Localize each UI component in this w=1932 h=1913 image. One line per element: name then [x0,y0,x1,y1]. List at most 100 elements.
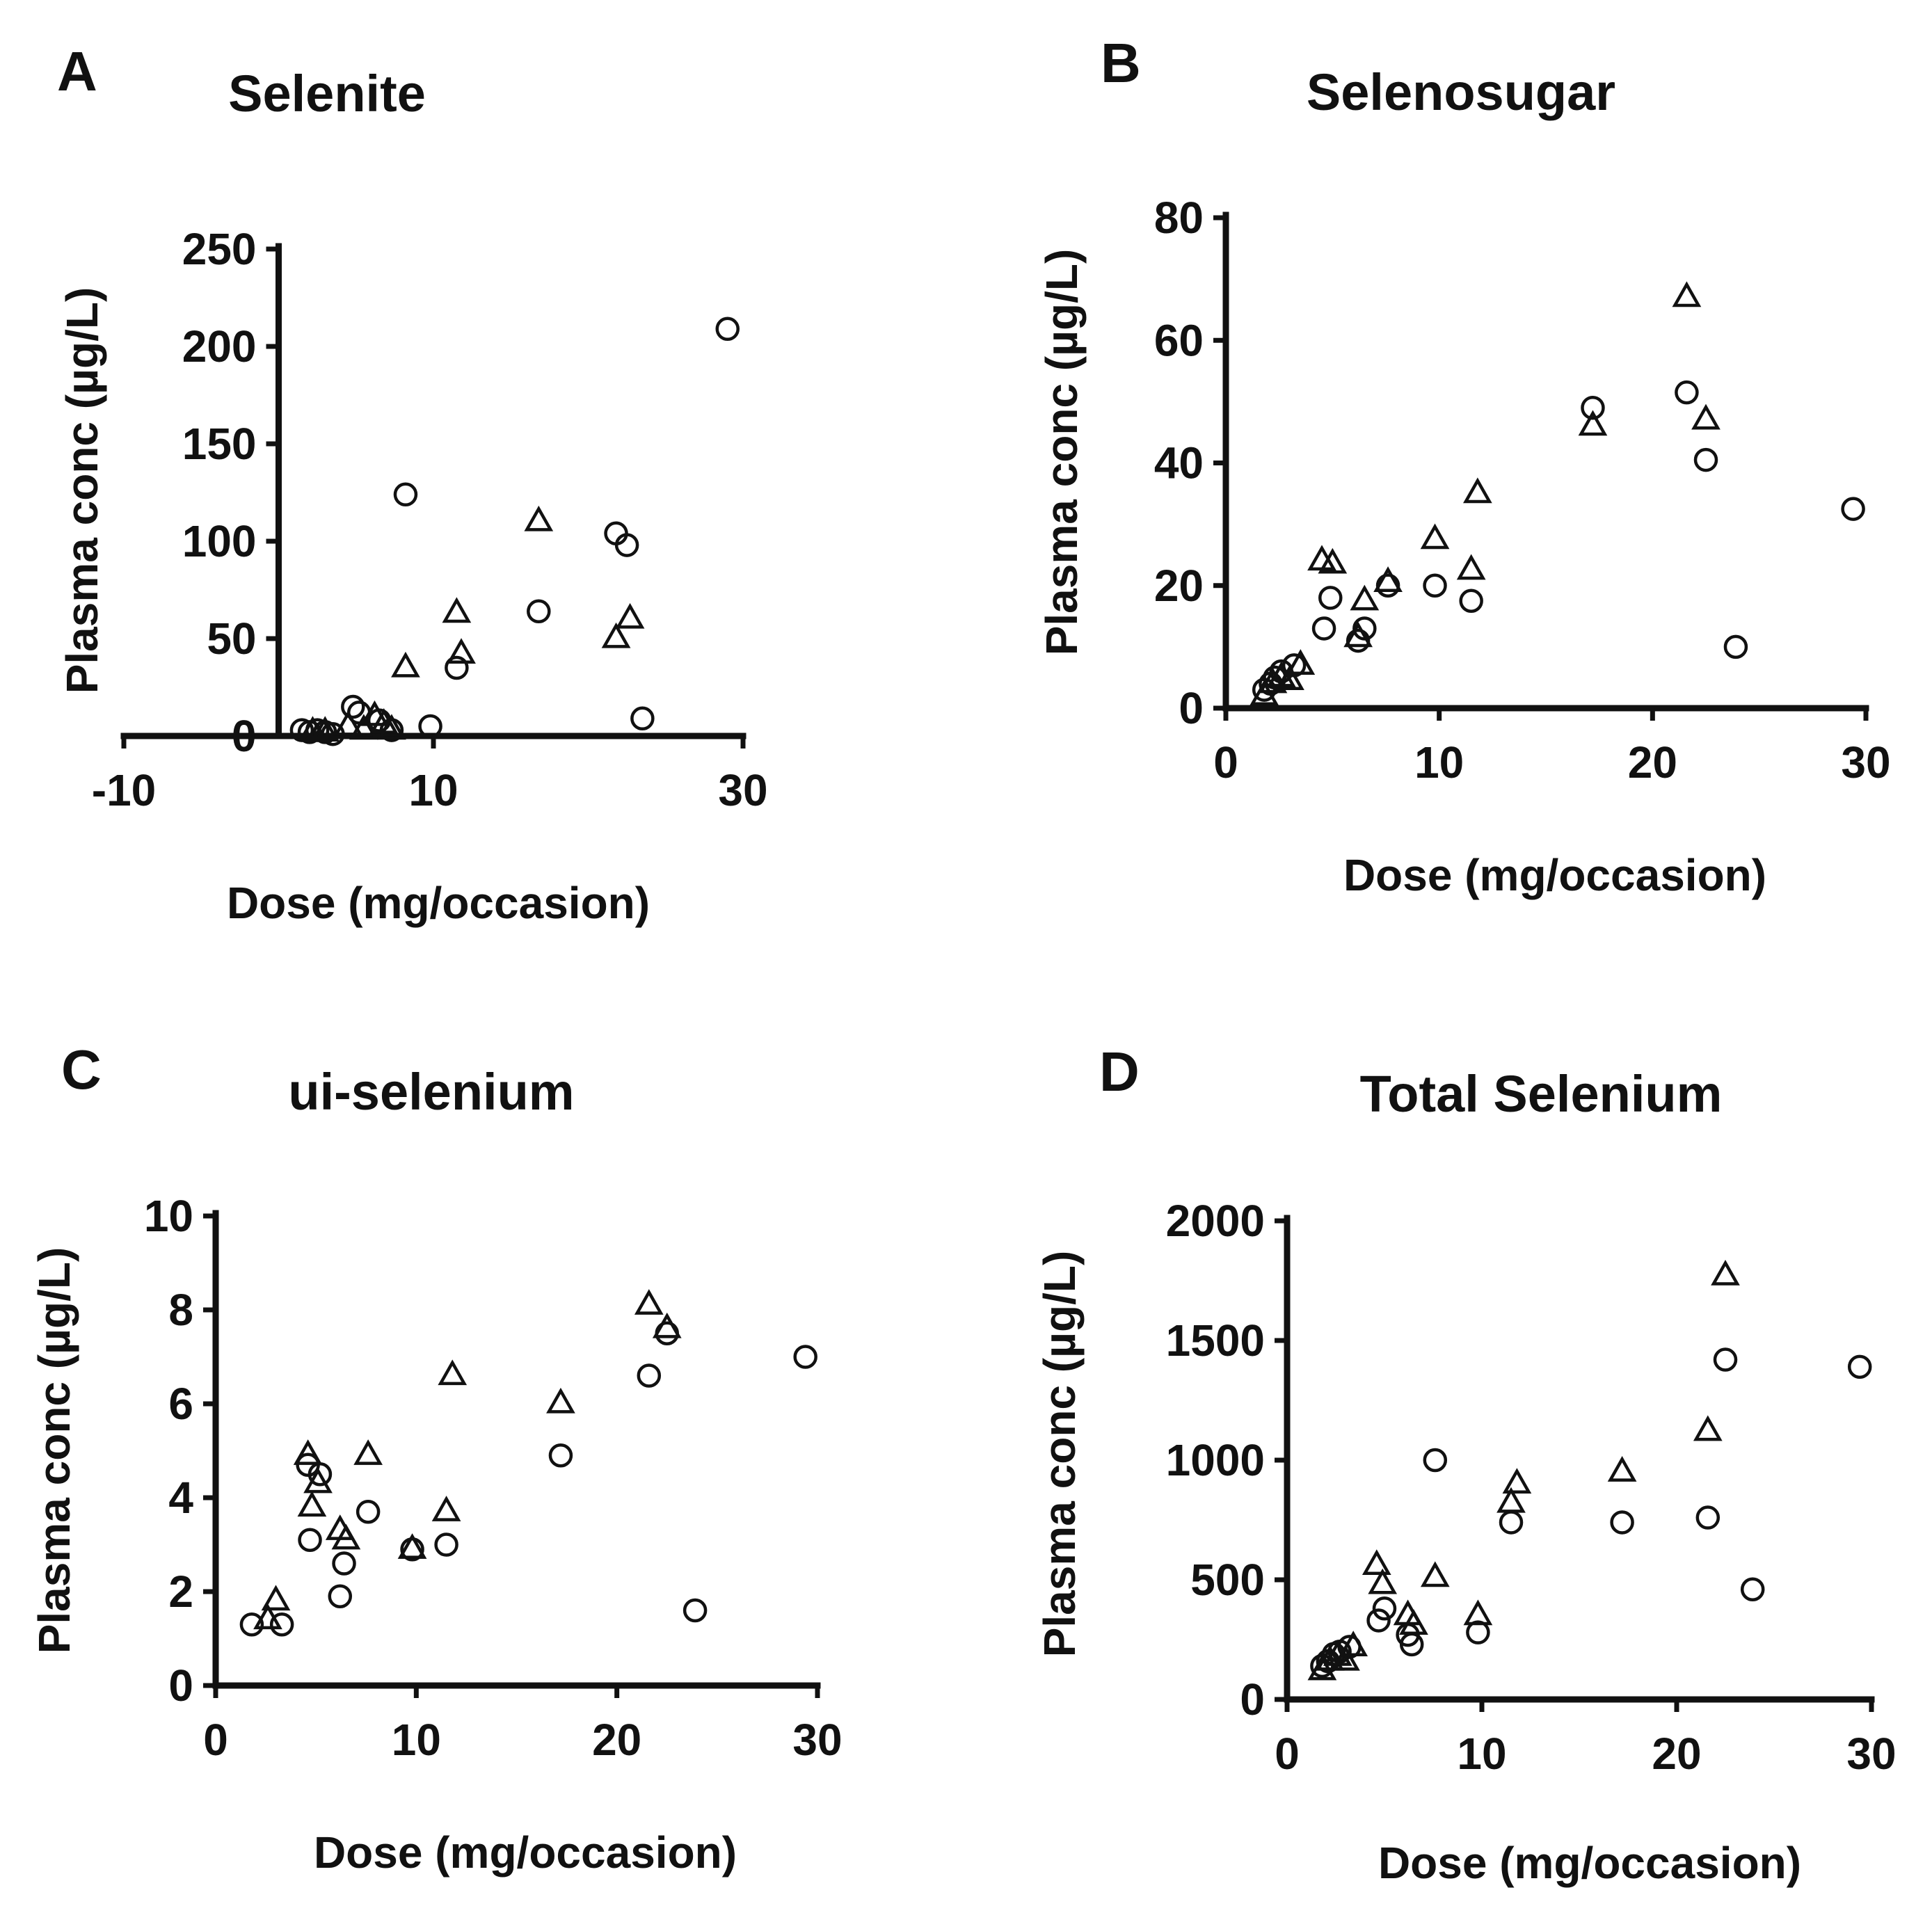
triangle-point-a [447,638,476,664]
x-tick-label-c: 30 [792,1715,842,1765]
x-axis-title-a: Dose (mg/occasion) [227,878,650,928]
plot-area-b: 0 10 20 30 0 20 40 60 80 [1154,193,1891,787]
circle-point-c [682,1598,708,1623]
y-tick-label-a: 0 [232,711,257,761]
circle-point-c [239,1612,264,1637]
panel-b: B Selenosugar 0 10 20 30 0 20 40 60 80 Dose (mg/… [1037,32,1891,900]
panel-c: C ui-selenium 0 10 20 30 0 2 4 6 8 10 Dose (mg/oc… [29,1039,843,1878]
y-tick-label-c: 6 [168,1379,193,1429]
circle-point-a [393,482,418,507]
triangle-point-d [1607,1456,1637,1482]
triangle-point-c [293,1439,323,1465]
y-tick-label-d: 0 [1240,1674,1265,1724]
circle-point-a [445,655,469,680]
circle-point-c [269,1612,294,1637]
circle-point-a [341,694,365,719]
x-axis-title-d: Dose (mg/occasion) [1378,1838,1801,1888]
triangle-point-a [601,622,631,648]
panel-d: D Total Selenium 0 10 20 30 0 500 1000 1500 2000… [1035,1041,1897,1888]
x-tick-label-b: 10 [1414,737,1464,787]
circle-point-c [434,1532,458,1557]
panel-letter-a: A [57,40,97,102]
triangle-point-b [1691,403,1721,430]
x-tick-label-a: 30 [718,765,767,815]
triangle-point-b [1373,566,1403,592]
y-tick-label-a: 100 [182,516,257,566]
circle-point-d [1466,1620,1490,1644]
x-tick-label-d: 10 [1457,1729,1506,1779]
x-axis-title-b: Dose (mg/occasion) [1343,850,1766,900]
x-tick-label-d: 30 [1846,1729,1896,1779]
y-tick-label-c: 2 [168,1567,193,1617]
triangle-point-c [438,1359,468,1386]
y-tick-label-d: 1500 [1166,1315,1265,1366]
triangle-point-c [331,1523,361,1550]
triangle-point-d [1502,1468,1532,1494]
circle-point-d [1847,1354,1872,1379]
triangle-point-c [261,1585,291,1611]
triangle-point-c [431,1496,461,1521]
circle-point-c [298,1528,322,1552]
triangle-point-b [1672,281,1702,307]
y-tick-label-c: 8 [168,1285,193,1335]
triangle-point-c [303,1467,333,1494]
triangle-point-d [1315,1644,1345,1671]
triangle-point-d [1399,1609,1428,1635]
circle-point-b [1675,380,1699,405]
triangle-point-b [1275,664,1304,690]
y-tick-label-b: 80 [1154,193,1204,243]
y-tick-label-d: 500 [1190,1555,1265,1605]
panel-title-d: Total Selenium [1360,1065,1723,1123]
circle-point-d [1610,1510,1634,1535]
triangle-point-b [1456,554,1486,580]
x-tick-label-c: 20 [592,1715,641,1765]
circle-point-b [1723,634,1748,659]
triangle-point-d [1339,1631,1368,1656]
panel-letter-c: C [61,1039,102,1100]
triangle-point-a [615,602,645,629]
triangle-point-b [1250,680,1279,706]
y-tick-label-a: 150 [182,419,257,469]
y-axis-title-c: Plasma conc (µg/L) [29,1247,79,1654]
y-tick-label-b: 0 [1179,683,1204,733]
circle-point-a [418,714,442,739]
triangle-point-b [1420,523,1450,550]
triangle-point-b [1318,547,1348,574]
x-axis-title-c: Dose (mg/occasion) [314,1827,737,1878]
circle-point-d [1366,1608,1391,1633]
circle-point-d [1713,1347,1738,1372]
x-tick-label-a: 10 [408,765,458,815]
circle-point-d [1423,1448,1448,1473]
plot-area-c: 0 10 20 30 0 2 4 6 8 10 [144,1191,843,1765]
y-axis-title-b: Plasma conc (µg/L) [1037,249,1087,656]
triangle-point-d [1420,1561,1450,1587]
x-tick-label-c: 0 [203,1715,228,1765]
y-tick-label-a: 50 [207,614,256,664]
triangle-point-c [634,1289,664,1315]
circle-point-d [1740,1577,1765,1602]
x-tick-label-b: 20 [1628,737,1677,787]
y-axis-title-d: Plasma conc (µg/L) [1035,1251,1085,1658]
circle-point-a [614,533,639,557]
triangle-point-d [1693,1415,1723,1441]
panel-title-c: ui-selenium [288,1063,574,1121]
triangle-point-c [652,1312,682,1338]
circle-point-b [1423,573,1447,598]
circle-point-c [637,1363,662,1388]
triangle-point-d [1362,1549,1391,1576]
y-tick-label-b: 40 [1154,438,1204,488]
plot-area-a: -10 10 30 0 50 100 150 200 250 [92,224,768,815]
triangle-point-b [1343,621,1373,648]
panel-a: A Selenite -10 10 30 0 50 100 150 200 250 Dose (… [57,40,768,928]
x-tick-label-d: 0 [1275,1729,1300,1779]
triangle-point-b [1286,649,1316,675]
triangle-point-a [310,716,340,742]
plot-area-d: 0 10 20 30 0 500 1000 1500 2000 [1166,1196,1897,1779]
panel-title-a: Selenite [228,65,426,122]
circle-point-b [1693,447,1718,472]
y-tick-label-a: 200 [182,321,257,371]
triangle-point-d [1711,1259,1740,1286]
triangle-point-b [1463,477,1492,504]
